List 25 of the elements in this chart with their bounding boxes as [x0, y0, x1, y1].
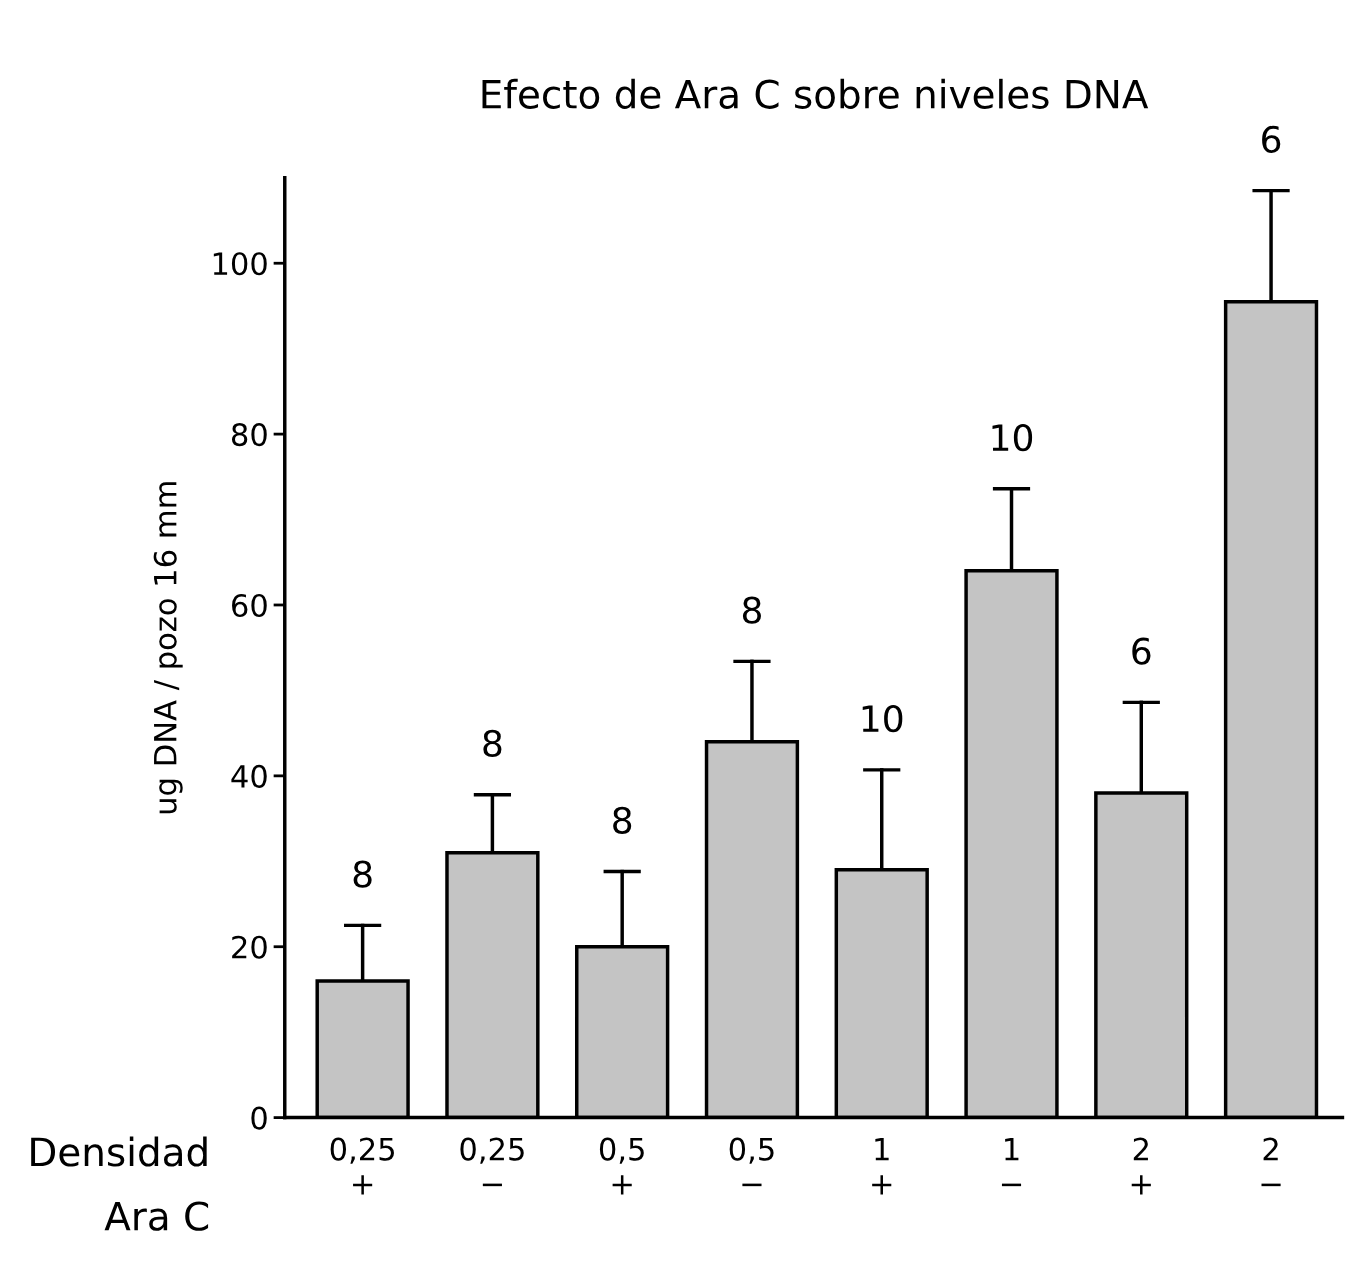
annotation: 6 — [1132, 637, 1151, 665]
y-tick-label: 20 — [232, 935, 267, 959]
x-tick-label: 2 − — [1261, 1137, 1281, 1187]
annotation: 10 — [862, 705, 903, 733]
y-axis-title: ug DNA / pozo 16 mm — [153, 482, 183, 814]
y-tick-label: 100 — [213, 252, 267, 276]
x-tick-label: 1 − — [1001, 1137, 1022, 1187]
annotation: 8 — [483, 729, 502, 758]
text: Densidad Ara C — [31, 1136, 209, 1231]
y-tick-label: 40 — [231, 764, 267, 788]
x-tick-label: 2 + — [1131, 1137, 1151, 1195]
x-tick-label: 0,5 − — [729, 1137, 774, 1187]
annotation: 8 — [353, 860, 372, 888]
y-tick-label: 0 — [251, 1106, 267, 1130]
text: 6 — [1262, 125, 1281, 154]
x-tick-label: 0,5 + — [599, 1137, 644, 1195]
annotation: 8 — [613, 806, 632, 834]
y-tick-label: 80 — [231, 423, 267, 447]
x-tick-label: 1 + — [872, 1137, 892, 1195]
annotation: 10 — [992, 423, 1033, 452]
y-tick-label: 60 — [232, 593, 267, 618]
x-tick-label: 0,25 + — [330, 1137, 394, 1195]
annotation: 8 — [742, 596, 761, 624]
chart-title: Efecto de Ara C sobre niveles DNA — [482, 78, 1149, 109]
x-tick-label: 0,25 − — [460, 1137, 524, 1187]
